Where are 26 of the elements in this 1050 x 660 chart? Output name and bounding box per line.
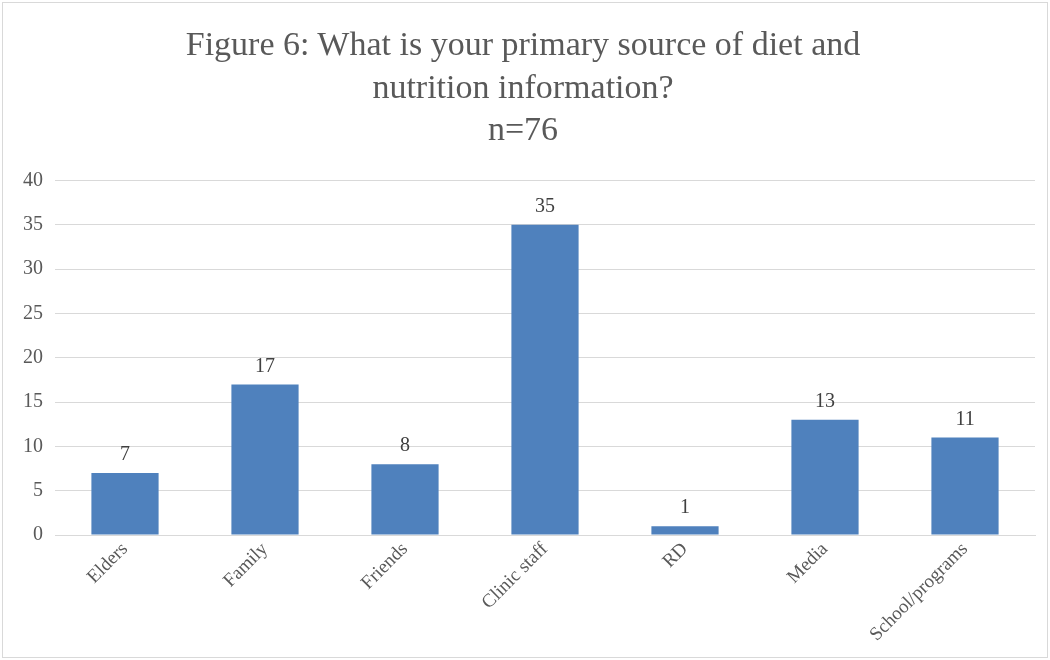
- y-tick-label: 0: [33, 522, 43, 545]
- y-tick-label: 35: [23, 212, 43, 235]
- data-label: 11: [955, 406, 975, 429]
- data-label: 17: [255, 353, 275, 376]
- y-tick-label: 20: [23, 345, 43, 368]
- chart-title: Figure 6: What is your primary source of diet and nutrition information?: [185, 25, 861, 105]
- data-label: 35: [535, 194, 555, 217]
- bar: [651, 526, 719, 535]
- y-tick-label: 15: [23, 389, 43, 412]
- bar: [371, 464, 439, 535]
- data-label: 7: [120, 442, 130, 465]
- y-tick-label: 10: [23, 433, 43, 456]
- x-tick-label: RD: [657, 537, 692, 572]
- y-tick-label: 30: [23, 256, 43, 279]
- bar: [511, 224, 579, 535]
- y-tick-label: 25: [23, 300, 43, 323]
- bar: [91, 473, 159, 535]
- bar: [231, 384, 299, 535]
- y-tick-label: 40: [23, 167, 43, 190]
- data-label: 13: [815, 389, 835, 412]
- bar: [791, 419, 859, 535]
- chart-subtitle: n=76: [487, 110, 559, 148]
- bar: [931, 437, 999, 535]
- data-label: 8: [400, 433, 410, 456]
- y-tick-label: 5: [33, 478, 43, 501]
- data-label: 1: [680, 495, 690, 518]
